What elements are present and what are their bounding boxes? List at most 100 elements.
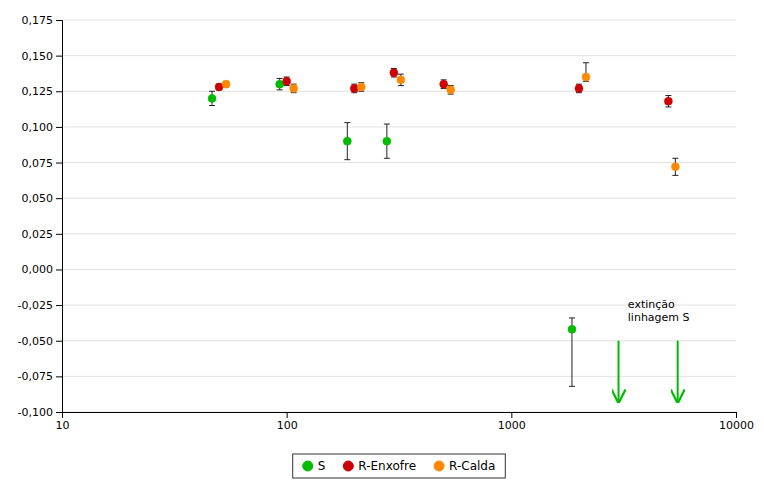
y-tick-label: -0,075 [18, 370, 53, 383]
y-tick: -0,050 [18, 335, 62, 348]
y-tick-mark [56, 163, 62, 164]
y-tick-label: -0,050 [18, 335, 53, 348]
series-2 [222, 63, 679, 176]
y-tick-label: 0,150 [22, 50, 54, 63]
y-tick-mark [56, 376, 62, 377]
series-1 [215, 68, 672, 106]
grid-line [62, 376, 736, 377]
y-tick-label: 0,025 [22, 228, 54, 241]
legend-item: R-Enxofre [343, 459, 416, 473]
x-tick-label: 1000 [498, 419, 526, 432]
error-bar [344, 123, 350, 160]
legend-items: S R-Enxofre R-Calda [303, 459, 496, 473]
y-tick: 0,000 [22, 263, 63, 276]
x-tick-mark [511, 412, 512, 418]
x-tick-label: 10000 [719, 419, 754, 432]
y-tick-mark [56, 91, 62, 92]
y-tick: 0,100 [22, 121, 63, 134]
x-axis: 10 100 1000 10000 [56, 412, 755, 432]
legend-frame [293, 454, 506, 478]
error-bar [391, 68, 397, 77]
y-tick-mark [56, 341, 62, 342]
annotations: extinçãolinhagem S [628, 298, 690, 324]
y-tick: -0,075 [18, 370, 62, 383]
error-bar [358, 83, 364, 92]
point [208, 94, 216, 102]
y-tick: 0,075 [22, 157, 63, 170]
x-tick-label: 100 [277, 419, 298, 432]
y-tick: 0,050 [22, 192, 63, 205]
error-bar [398, 74, 404, 85]
point [671, 163, 679, 171]
grid-line [62, 233, 736, 234]
annotation: extinçãolinhagem S [628, 298, 690, 324]
y-axis-line [56, 21, 63, 413]
plot: 10 100 1000 10000 -0,100 -0,075 -0,050 -0,025 0,… [18, 14, 754, 432]
y-tick-mark [56, 412, 62, 413]
error-bar [441, 80, 447, 89]
legend-label: R-Enxofre [358, 459, 416, 473]
error-bar [672, 158, 678, 175]
legend-symbol [303, 461, 313, 471]
error-bar [583, 63, 589, 82]
y-tick: 0,025 [22, 228, 63, 241]
point [222, 80, 230, 88]
legend-item: R-Calda [434, 459, 495, 473]
point [350, 84, 358, 92]
x-tick: 10000 [719, 412, 754, 432]
point [447, 86, 455, 94]
y-tick-mark [56, 20, 62, 21]
error-bar [284, 77, 290, 86]
y-tick: 0,175 [22, 14, 63, 27]
legend: S R-Enxofre R-Calda [293, 454, 506, 478]
annotation-line: extinção [628, 298, 675, 311]
grid-line [62, 269, 736, 270]
y-tick-label: 0,100 [22, 121, 54, 134]
point [397, 76, 405, 84]
error-bar [351, 84, 357, 93]
legend-label: R-Calda [449, 459, 495, 473]
point [568, 325, 576, 333]
arrow [677, 341, 679, 402]
error-bar [209, 91, 215, 105]
grid-line [62, 20, 736, 21]
x-tick: 100 [277, 412, 298, 432]
y-tick-label: 0,000 [22, 263, 54, 276]
y-tick-mark [56, 56, 62, 57]
legend-label: S [318, 459, 326, 473]
grid-line [62, 198, 736, 199]
arrow [618, 341, 620, 402]
legend-symbol [434, 461, 444, 471]
error-bar [448, 86, 454, 95]
x-tick: 1000 [498, 412, 526, 432]
y-tick-label: 0,175 [22, 14, 54, 27]
legend-symbol [343, 461, 353, 471]
y-tick-mark [56, 269, 62, 270]
legend-item: S [303, 459, 326, 473]
error-bar [384, 124, 390, 158]
y-tick-mark [56, 127, 62, 128]
y-tick-label: -0,025 [18, 299, 53, 312]
x-tick-mark [736, 412, 737, 418]
x-tick-mark [287, 412, 288, 418]
y-tick-mark [56, 234, 62, 235]
y-tick-label: 0,075 [22, 157, 54, 170]
x-axis-line [63, 413, 737, 419]
x-tick-label: 10 [56, 419, 70, 432]
marks [208, 63, 679, 402]
y-tick-label: -0,100 [18, 406, 53, 419]
error-bar [291, 84, 297, 93]
point [283, 77, 291, 85]
point [575, 84, 583, 92]
point [383, 137, 391, 145]
y-tick-mark [56, 305, 62, 306]
chart: 10 100 1000 10000 -0,100 -0,075 -0,050 -0,025 0,… [0, 0, 764, 490]
point [664, 97, 672, 105]
error-bar [665, 96, 671, 107]
error-bar [576, 84, 582, 93]
grid-line [62, 55, 736, 56]
point [290, 84, 298, 92]
point [343, 137, 351, 145]
x-tick: 10 [56, 412, 70, 432]
y-tick: -0,100 [18, 406, 62, 419]
